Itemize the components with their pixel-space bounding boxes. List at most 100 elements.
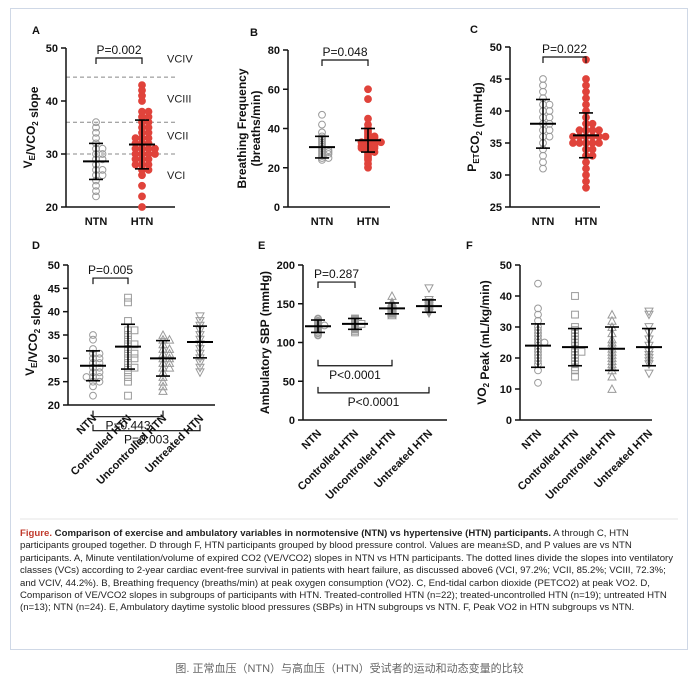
y-tick-label: 50 <box>46 43 58 55</box>
data-point <box>595 126 603 135</box>
data-point <box>82 373 91 381</box>
y-tick-label: 25 <box>48 377 60 389</box>
data-point <box>387 290 397 300</box>
panel-letter: F <box>466 240 473 252</box>
y-axis-label-subscript: 2 <box>475 130 484 135</box>
data-point <box>138 181 146 190</box>
y-axis-label-subscript: 2 <box>33 328 42 333</box>
data-point <box>131 134 140 143</box>
y-axis-label-part: V <box>23 368 37 376</box>
data-point <box>582 164 590 173</box>
y-tick-label: 40 <box>46 96 58 108</box>
y-axis-label-subscript: E <box>30 362 39 368</box>
data-point <box>387 307 397 317</box>
data-point <box>164 348 175 358</box>
data-point <box>195 317 205 327</box>
data-point <box>138 192 146 201</box>
y-axis-label: (breaths/min) <box>249 90 263 166</box>
x-category-label: HTN <box>575 216 598 228</box>
data-point <box>130 326 139 335</box>
data-point <box>98 166 107 174</box>
y-tick-label: 40 <box>48 307 60 319</box>
data-point <box>577 347 586 356</box>
y-axis-label-part: slope <box>27 86 41 121</box>
data-point <box>539 158 547 167</box>
y-tick-label: 40 <box>490 106 502 118</box>
y-tick-label: 150 <box>277 299 295 311</box>
y-axis-label-part: /VCO <box>24 126 38 155</box>
chart-panel-c: C 25 30 35 40 45 50 PETCO2 (mmHg) NTN HTN P=0.022 <box>465 24 610 228</box>
data-point <box>539 81 547 90</box>
x-category-label: Uncontrolled HTN <box>324 428 399 503</box>
p-value-bracket <box>92 410 164 418</box>
data-point <box>158 329 168 339</box>
y-axis-label-part: Peak (mL/kg/min) <box>478 280 492 383</box>
data-point <box>607 309 617 319</box>
data-point <box>601 132 610 141</box>
data-point <box>582 183 590 192</box>
data-point <box>582 81 590 90</box>
data-point <box>534 310 542 319</box>
p-value-label: P=0.003 <box>124 433 169 447</box>
p-value-bracket <box>92 277 129 285</box>
data-point <box>98 150 107 158</box>
p-value-bracket <box>542 56 587 63</box>
data-point <box>138 171 146 180</box>
p-value-label: P<0.0001 <box>348 395 400 409</box>
p-value-bracket <box>317 281 356 289</box>
figure-caption: Figure. Comparison of exercise and ambul… <box>20 528 678 615</box>
data-point <box>539 151 547 160</box>
data-point <box>588 126 597 135</box>
data-point <box>588 132 597 141</box>
data-point <box>92 181 100 190</box>
data-point <box>644 323 654 333</box>
p-value-label: P=0.443 <box>105 419 150 433</box>
y-tick-label: 40 <box>500 291 512 303</box>
data-point <box>607 383 617 393</box>
data-point <box>95 377 104 386</box>
y-tick-label: 30 <box>48 353 60 365</box>
y-axis-label-part: /VCO <box>26 333 40 362</box>
data-point <box>582 158 590 167</box>
data-point <box>357 142 366 151</box>
data-point <box>144 166 153 174</box>
data-point <box>92 187 100 196</box>
data-point <box>92 192 100 201</box>
data-point <box>95 363 104 372</box>
y-tick-label: 50 <box>490 42 502 54</box>
y-axis-label-part: CO <box>468 135 482 153</box>
y-tick-label: 50 <box>500 260 512 272</box>
data-point <box>164 334 175 344</box>
data-point <box>571 372 579 381</box>
ventilatory-class-label: VCII <box>167 130 188 142</box>
y-axis-label: VO2 Peak (mL/kg/min) <box>475 280 492 405</box>
data-point <box>138 107 146 116</box>
y-tick-label: 25 <box>490 202 502 214</box>
x-category-label: NTN <box>85 216 108 228</box>
p-value-bracket <box>95 57 143 64</box>
y-axis-label-subscript: E <box>28 154 37 160</box>
y-axis-label-subscript: 2 <box>31 121 40 126</box>
y-axis-label-part: V <box>21 160 35 168</box>
x-category-label: Uncontrolled HTN <box>544 428 619 503</box>
data-point <box>195 363 205 373</box>
y-axis-label: PETCO2 (mmHg) <box>465 82 485 171</box>
data-point <box>124 377 132 386</box>
data-point <box>644 310 654 320</box>
y-tick-label: 40 <box>268 124 280 136</box>
p-value-bracket <box>317 386 430 394</box>
data-point <box>534 279 542 288</box>
data-point <box>98 171 107 180</box>
figure-footer: 图. 正常血压（NTN）与高血压（HTN）受试者的运动和动态变量的比较 <box>175 663 524 675</box>
y-tick-label: 30 <box>490 170 502 182</box>
y-tick-label: 45 <box>490 74 502 86</box>
data-point <box>195 368 205 378</box>
y-axis-label-part: slope <box>29 294 43 329</box>
y-tick-label: 35 <box>48 330 60 342</box>
data-point <box>98 155 107 164</box>
data-point <box>545 132 554 141</box>
data-point <box>545 126 554 135</box>
data-point <box>424 284 434 294</box>
